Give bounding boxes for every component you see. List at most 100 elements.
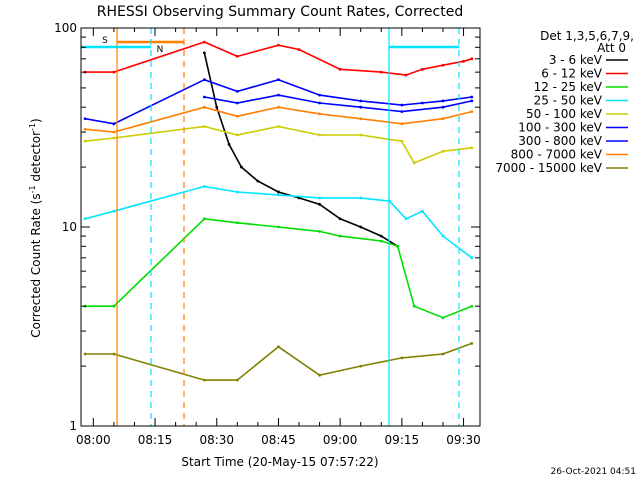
series-4-point-3 [235,133,239,137]
series-4-point-1 [112,136,116,140]
series-7-point-4 [277,105,280,109]
series-6-point-4 [359,105,363,109]
legend-label-7: 800 - 7000 keV [511,148,603,162]
series-2-point-10 [441,316,445,320]
series-2-point-9 [412,304,416,308]
timestamp: 26-Oct-2021 04:51 [551,467,636,477]
series-7-point-7 [400,122,404,126]
legend-label-1: 6 - 12 keV [541,67,603,81]
series-8-point-2 [203,378,206,382]
series-5-point-7 [400,103,404,107]
legend-label-6: 300 - 800 keV [518,134,602,148]
series-4-point-5 [318,133,321,137]
series-3-point-4 [277,193,280,197]
series-5-point-5 [318,93,321,97]
series-1-point-6 [338,67,342,71]
series-2-point-4 [277,225,280,229]
series-8-point-7 [400,356,404,360]
series-6-point-6 [441,105,445,109]
series-7-point-6 [359,117,363,121]
series-line-8 [85,342,473,381]
series-2-point-1 [112,304,116,308]
series-4-point-7 [400,139,404,143]
series-8-point-1 [112,352,116,356]
series-3-point-3 [235,190,239,194]
series-1-point-4 [277,43,280,47]
series-6-point-1 [235,101,239,105]
series-1-point-9 [421,67,424,71]
series-0-point-9 [359,225,363,229]
y-label-part-1: Corrected Count Rate (s [29,193,43,337]
marker-layer: SN [81,28,460,426]
series-8-point-6 [359,364,363,368]
series-2-point-2 [203,217,206,221]
x-axis: 08:00 08:15 08:30 08:45 09:00 09:15 09:30 [76,28,481,447]
series-1-point-3 [235,54,239,58]
series-7-point-3 [235,114,239,118]
series-7-point-8 [441,117,445,121]
series-0-point-4 [256,179,260,183]
legend-label-0: 3 - 6 keV [549,53,603,67]
series-5-point-10 [470,95,474,99]
series-1-point-7 [379,70,383,74]
legend-label-5: 100 - 300 keV [518,121,602,135]
series-0-point-8 [338,217,342,221]
series-3-point-5 [318,196,321,200]
legend-label-2: 12 - 25 keV [534,80,603,94]
chart-title: RHESSI Observing Summary Count Rates, Co… [97,4,463,20]
series-2-point-5 [318,230,321,233]
y-label-part-2: detector [29,131,43,186]
legend-header-line-2: Att 0 [597,41,626,55]
series-0-point-7 [318,202,321,206]
series-7-point-0 [83,127,87,131]
series-2-point-6 [338,234,342,238]
y-axis-label: Corrected Count Rate (s-1 detector-1) [28,118,43,337]
series-4-point-2 [203,125,206,128]
series-7-point-1 [112,130,116,134]
series-7-point-9 [470,110,474,114]
series-2-point-11 [470,304,474,308]
series-6-point-0 [203,95,206,99]
s-marker-label: S [102,36,108,46]
series-3-point-6 [359,196,363,200]
series-5-point-2 [203,78,206,82]
series-6-point-2 [277,93,280,97]
x-tick-label-1: 08:15 [138,433,173,447]
n-marker-label: N [157,45,164,55]
series-5-point-3 [235,90,239,93]
series-2-point-7 [379,239,383,243]
legend-label-8: 7000 - 15000 keV [495,161,602,175]
series-0-point-5 [277,190,280,194]
y-tick-label-0: 1 [69,419,77,433]
series-layer [83,40,474,382]
series-0-point-10 [379,234,383,238]
series-6-point-3 [318,101,321,105]
x-tick-label-6: 09:30 [446,433,481,447]
series-5-point-0 [83,117,87,121]
y-axis: 1 10 100 [54,21,480,433]
series-2-point-8 [396,244,400,248]
series-line-3 [84,185,473,259]
x-axis-label: Start Time (20-May-15 07:57:22) [181,455,378,469]
series-3-point-2 [203,184,206,188]
series-0-point-0 [203,51,206,55]
series-0-point-1 [215,105,219,109]
legend-header-line-1: Det 1,3,5,6,7,9, [540,29,634,43]
x-tick-label-3: 08:45 [261,433,296,447]
plot-area: SN [80,27,481,427]
series-5-point-1 [112,122,116,126]
series-8-point-4 [277,345,280,349]
series-4-point-8 [412,161,416,165]
series-6-point-7 [470,99,474,103]
series-line-2 [85,217,473,319]
series-5-point-9 [441,99,445,103]
x-tick-label-5: 09:15 [385,433,420,447]
series-6-point-5 [400,110,404,114]
series-8-point-5 [318,373,321,377]
series-8-point-3 [235,378,239,382]
series-1-point-2 [203,40,206,44]
series-3-point-11 [470,256,474,260]
series-3-point-0 [83,217,87,221]
y-label-exponent-2: -1 [28,123,37,131]
